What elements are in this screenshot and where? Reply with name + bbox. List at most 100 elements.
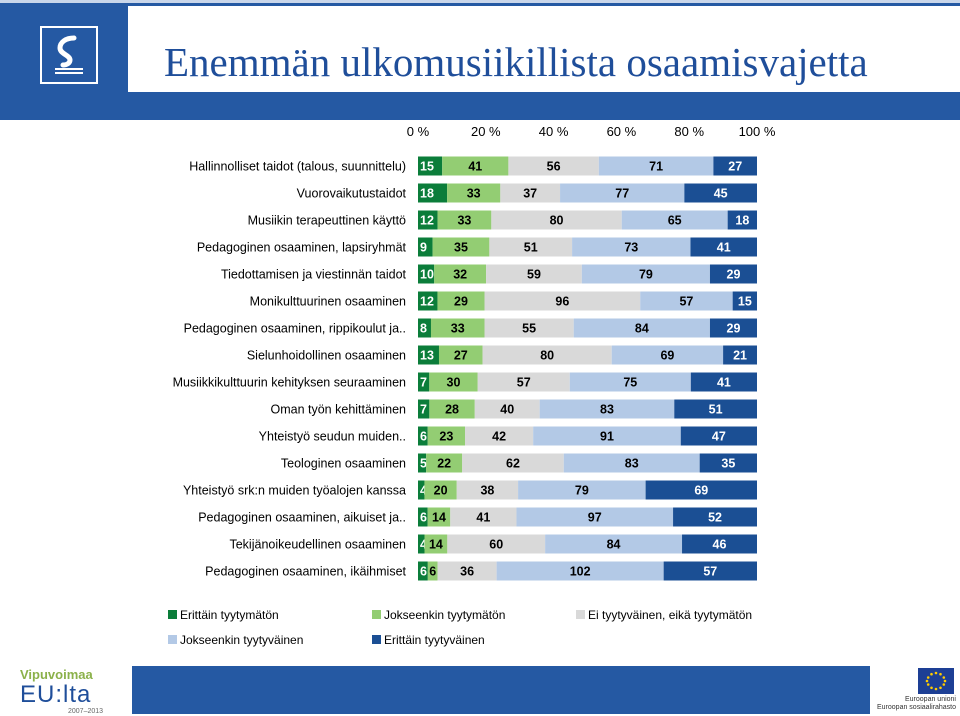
data-label: 97 bbox=[588, 511, 602, 525]
x-tick-label: 60 % bbox=[607, 124, 637, 139]
data-label: 5 bbox=[420, 457, 427, 471]
data-label: 35 bbox=[721, 457, 735, 471]
bar-segment bbox=[727, 210, 757, 230]
data-label: 83 bbox=[625, 457, 639, 471]
category-label: Pedagoginen osaaminen, rippikoulut ja.. bbox=[184, 322, 406, 336]
data-label: 41 bbox=[717, 241, 731, 255]
data-label: 18 bbox=[735, 214, 749, 228]
bar-segment bbox=[424, 480, 457, 500]
data-label: 23 bbox=[439, 430, 453, 444]
vipuvoimaa-logo: Vipuvoimaa EU:lta 2007–2013 bbox=[20, 668, 103, 716]
bar-segment bbox=[438, 345, 483, 365]
bar-segment bbox=[518, 480, 646, 500]
category-label: Tiedottamisen ja viestinnän taidot bbox=[221, 268, 407, 282]
bar-segment bbox=[429, 372, 478, 392]
data-label: 80 bbox=[550, 214, 564, 228]
data-label: 9 bbox=[420, 241, 427, 255]
data-label: 83 bbox=[600, 403, 614, 417]
data-label: 30 bbox=[447, 376, 461, 390]
bar-segment bbox=[442, 156, 509, 176]
bar-segment bbox=[427, 507, 451, 527]
data-label: 29 bbox=[454, 295, 468, 309]
legend-label: Jokseenkin tyytyväinen bbox=[180, 633, 303, 647]
bar-segment bbox=[572, 237, 691, 257]
bar-segment bbox=[430, 318, 485, 338]
bar-segment bbox=[424, 534, 448, 554]
bar-segment bbox=[418, 264, 435, 284]
bar-segment bbox=[437, 291, 485, 311]
bar-segment bbox=[640, 291, 733, 311]
data-label: 57 bbox=[703, 565, 717, 579]
x-tick-label: 40 % bbox=[539, 124, 569, 139]
x-tick-label: 0 % bbox=[407, 124, 430, 139]
data-label: 55 bbox=[522, 322, 536, 336]
data-label: 4 bbox=[420, 484, 427, 498]
bar-segment bbox=[437, 561, 497, 581]
bar-segment bbox=[491, 210, 622, 230]
data-label: 79 bbox=[575, 484, 589, 498]
eu-union-text: Euroopan unioni bbox=[905, 696, 956, 703]
bar-segment bbox=[690, 372, 757, 392]
header-top-stripe bbox=[0, 0, 960, 3]
data-label: 84 bbox=[635, 322, 649, 336]
category-label: Vuorovaikutustaidot bbox=[297, 187, 407, 201]
bar-segment bbox=[563, 453, 700, 473]
bar-segment bbox=[682, 534, 757, 554]
category-label: Monikulttuurinen osaaminen bbox=[250, 295, 406, 309]
data-label: 12 bbox=[420, 295, 434, 309]
category-label: Yhteistyö srk:n muiden työalojen kanssa bbox=[183, 484, 406, 498]
bar-segment bbox=[673, 507, 757, 527]
data-label: 96 bbox=[555, 295, 569, 309]
bar-segment bbox=[573, 318, 710, 338]
bar-segment bbox=[418, 291, 438, 311]
slide-footer: Vipuvoimaa EU:lta 2007–2013 Euroopan uni… bbox=[0, 664, 960, 716]
bar-segment bbox=[508, 156, 599, 176]
footer-band bbox=[132, 666, 870, 714]
bar-segment bbox=[418, 480, 425, 500]
bar-segment bbox=[484, 318, 574, 338]
data-label: 15 bbox=[738, 295, 752, 309]
data-label: 32 bbox=[453, 268, 467, 282]
bar-segment bbox=[418, 210, 438, 230]
bar-segment bbox=[437, 210, 492, 230]
bar-segment bbox=[732, 291, 757, 311]
legend-swatch bbox=[372, 610, 381, 619]
bar-segment bbox=[680, 426, 757, 446]
data-label: 29 bbox=[727, 268, 741, 282]
bar-segment bbox=[482, 345, 612, 365]
data-label: 27 bbox=[454, 349, 468, 363]
data-label: 41 bbox=[468, 160, 482, 174]
category-label: Sielunhoidollinen osaaminen bbox=[247, 349, 406, 363]
data-label: 62 bbox=[506, 457, 520, 471]
legend-swatch bbox=[372, 635, 381, 644]
data-label: 84 bbox=[607, 538, 621, 552]
bar-segment bbox=[621, 210, 728, 230]
data-label: 51 bbox=[709, 403, 723, 417]
category-label: Tekijänoikeudellinen osaaminen bbox=[229, 538, 406, 552]
category-label: Pedagoginen osaaminen, lapsiryhmät bbox=[197, 241, 407, 255]
data-label: 45 bbox=[714, 187, 728, 201]
data-label: 21 bbox=[733, 349, 747, 363]
eu-flag-icon bbox=[918, 668, 954, 694]
data-label: 75 bbox=[623, 376, 637, 390]
bar-segment bbox=[581, 264, 710, 284]
bar-segment bbox=[462, 453, 564, 473]
bar-segment bbox=[611, 345, 724, 365]
bar-segment bbox=[486, 264, 582, 284]
data-label: 37 bbox=[523, 187, 537, 201]
x-tick-label: 100 % bbox=[739, 124, 776, 139]
title-area: Enemmän ulkomusiikillista osaamisvajetta bbox=[128, 6, 960, 92]
data-label: 7 bbox=[420, 376, 427, 390]
bar-segment bbox=[418, 453, 427, 473]
vipuvoimaa-text: Vipuvoimaa bbox=[20, 667, 93, 682]
category-label: Oman työn kehittäminen bbox=[271, 403, 407, 417]
bar-segment bbox=[418, 561, 428, 581]
legend-swatch bbox=[168, 610, 177, 619]
data-label: 46 bbox=[713, 538, 727, 552]
data-label: 22 bbox=[437, 457, 451, 471]
category-label: Yhteistyö seudun muiden.. bbox=[259, 430, 406, 444]
eu-caption: Euroopan unioni Euroopan sosiaalirahasto bbox=[874, 696, 956, 712]
bar-segment bbox=[500, 183, 561, 203]
bar-segment bbox=[699, 453, 757, 473]
data-label: 35 bbox=[454, 241, 468, 255]
